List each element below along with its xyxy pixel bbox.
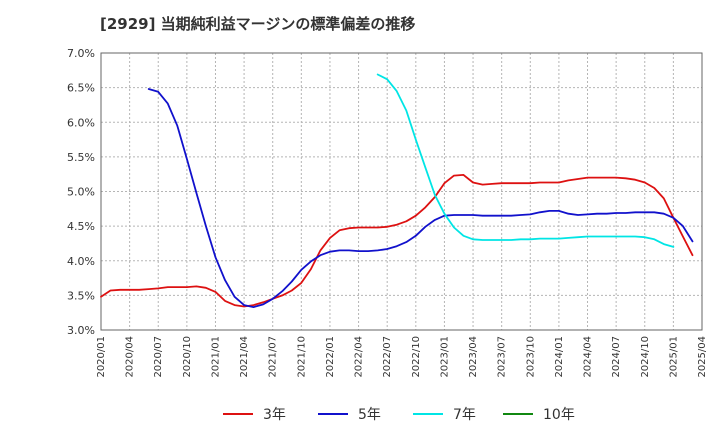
x-tick-label: 2024/10	[640, 336, 651, 378]
x-tick-label: 2020/10	[182, 336, 193, 378]
x-tick-label: 2022/07	[382, 336, 393, 378]
legend-label-4: 10年	[543, 407, 575, 423]
x-tick-label: 2024/01	[554, 336, 565, 378]
x-tick-label: 2020/01	[96, 336, 107, 378]
x-tick-label: 2022/04	[354, 336, 365, 378]
x-tick-label: 2025/04	[697, 336, 708, 378]
x-tick-label: 2021/07	[268, 336, 279, 378]
y-tick-label: 3.5%	[67, 289, 95, 302]
x-tick-label: 2023/01	[439, 336, 450, 378]
y-tick-label: 5.0%	[67, 186, 95, 199]
series-line-1	[100, 173, 694, 308]
x-tick-label: 2020/04	[125, 336, 136, 378]
y-tick-label: 6.0%	[67, 116, 95, 129]
x-tick-label: 2024/07	[611, 336, 622, 378]
legend-label-1: 3年	[263, 407, 286, 423]
series-line-3	[376, 73, 675, 248]
x-tick-label: 2023/04	[468, 336, 479, 378]
axis-layer: 3.0% 3.5% 4.0% 4.5% 5.0% 5.5% 6.0% 6.5% 7.0% 2020…	[67, 47, 708, 378]
x-tick-label: 2020/07	[153, 336, 164, 378]
x-tick-label: 2022/10	[411, 336, 422, 378]
plot-frame	[100, 52, 703, 331]
x-tick-label: 2023/10	[525, 336, 536, 378]
y-tick-label: 4.5%	[67, 220, 95, 233]
y-tick-label: 5.5%	[67, 151, 95, 164]
x-tick-label: 2021/10	[296, 336, 307, 378]
x-tick-label: 2022/01	[325, 336, 336, 378]
x-tick-label: 2023/07	[497, 336, 508, 378]
series-layer	[100, 73, 694, 309]
chart-title: [2929] 当期純利益マージンの標準偏差の推移	[100, 15, 416, 33]
legend-layer: 3年 5年 7年 10年	[223, 407, 575, 423]
y-tick-label: 4.0%	[67, 255, 95, 268]
x-tick-label: 2021/04	[239, 336, 250, 378]
grid-layer	[100, 52, 703, 331]
x-tick-label: 2025/01	[668, 336, 679, 378]
y-tick-label: 3.0%	[67, 324, 95, 337]
y-tick-label: 6.5%	[67, 82, 95, 95]
legend-label-3: 7年	[453, 407, 476, 423]
y-tick-label: 7.0%	[67, 47, 95, 60]
x-tick-label: 2024/04	[583, 336, 594, 378]
series-line-2	[147, 88, 694, 309]
x-tick-label: 2021/01	[210, 336, 221, 378]
legend-label-2: 5年	[358, 407, 381, 423]
